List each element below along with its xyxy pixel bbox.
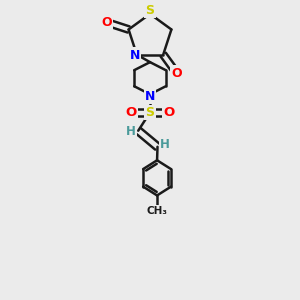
Text: O: O — [102, 16, 112, 29]
Text: O: O — [126, 106, 137, 119]
Text: O: O — [171, 67, 182, 80]
Text: O: O — [163, 106, 174, 119]
Text: N: N — [130, 49, 140, 62]
Text: N: N — [145, 89, 155, 103]
Text: S: S — [146, 4, 154, 17]
Text: S: S — [146, 106, 154, 119]
Text: CH₃: CH₃ — [147, 206, 168, 216]
Text: H: H — [160, 138, 170, 151]
Text: H: H — [126, 125, 136, 138]
